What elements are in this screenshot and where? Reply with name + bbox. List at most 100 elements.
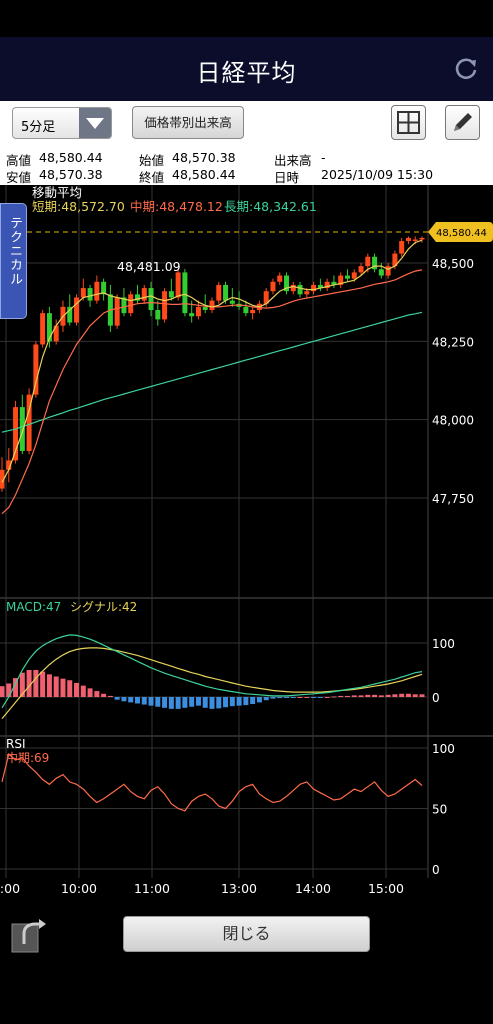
price-chart[interactable]: 48,500 48,250 48,000 47,750 9:00 10:00 11:00 13… <box>0 185 493 898</box>
macd-label: MACD:47 <box>6 600 61 614</box>
rsi-panel <box>0 747 428 870</box>
candle-body <box>324 281 330 289</box>
candle-body <box>46 313 52 342</box>
candle-body <box>338 275 344 285</box>
page-title: 日経平均 <box>196 59 297 87</box>
macd-histogram-bar <box>223 697 229 708</box>
candle-body <box>195 306 201 317</box>
candle-body <box>378 269 384 276</box>
candle-body <box>229 300 235 304</box>
macd-histogram-bar <box>67 680 73 697</box>
signal-line <box>1 647 423 719</box>
volume-label: 出来高 <box>274 153 312 168</box>
chevron-down-icon <box>86 118 104 129</box>
refresh-icon[interactable] <box>453 55 479 81</box>
rsi-line <box>1 752 423 812</box>
time-tick-label: 10:00 <box>61 881 97 896</box>
rsi-tick-label: 100 <box>432 742 455 756</box>
candle-body <box>419 237 425 240</box>
macd-histogram-bar <box>101 693 107 697</box>
datetime-label: 日時 <box>274 170 300 185</box>
candle-body <box>182 272 188 314</box>
macd-histogram-bar <box>372 694 378 697</box>
macd-histogram-bar <box>270 697 276 699</box>
ma-short-line <box>1 239 423 483</box>
current-price-value: 48,580.44 <box>436 228 487 239</box>
candle-body <box>412 239 418 242</box>
time-tick-label: 9:00 <box>0 881 20 896</box>
technical-tab-label: テクニカル <box>7 216 22 286</box>
candle-body <box>290 284 296 292</box>
candle-body <box>284 275 290 292</box>
price-tick-label: 47,750 <box>432 492 474 506</box>
candle-body <box>250 310 256 314</box>
volume-value: - <box>321 150 326 165</box>
macd-histogram-bar <box>94 691 100 697</box>
candle-body <box>304 291 310 295</box>
macd-histogram-bar <box>155 697 161 707</box>
macd-histogram-bar <box>168 697 174 709</box>
candle-body <box>344 275 350 279</box>
macd-histogram-bar <box>331 696 337 698</box>
ma-title: 移動平均 <box>32 185 82 200</box>
status-bar <box>0 0 493 37</box>
candle-body <box>6 460 12 470</box>
macd-histogram-bar <box>229 697 235 707</box>
candle-body <box>209 300 215 310</box>
macd-histogram-bar <box>26 670 32 697</box>
layout-button[interactable] <box>391 105 426 140</box>
macd-histogram-bar <box>277 697 283 699</box>
signal-label: シグナル:42 <box>70 600 137 614</box>
chart-area[interactable]: 48,500 48,250 48,000 47,750 9:00 10:00 11:00 13… <box>0 185 493 898</box>
candle-body <box>148 288 154 310</box>
rsi-mid-label: 中期:69 <box>6 750 49 765</box>
macd-histogram-bar <box>243 697 249 706</box>
low-label: 安値 <box>6 170 32 185</box>
dropdown-arrow[interactable] <box>79 108 111 138</box>
candle-body <box>101 281 107 295</box>
datetime-value: 2025/10/09 15:30 <box>321 167 434 182</box>
price-tick-label: 48,500 <box>432 257 474 271</box>
macd-histogram-bar <box>297 697 303 698</box>
time-tick-label: 11:00 <box>134 881 170 896</box>
macd-histogram-bar <box>13 678 19 697</box>
ma-short-label: 短期:48,572.70 <box>32 199 125 214</box>
candle-body <box>243 306 249 314</box>
candle-body <box>114 297 120 326</box>
app-header: 日経平均 <box>0 37 493 101</box>
close-button[interactable]: 閉じる <box>123 916 370 952</box>
candle-body <box>87 288 93 301</box>
chart-grid <box>0 185 493 878</box>
candle-body <box>263 291 269 304</box>
candle-body <box>134 294 140 301</box>
macd-histogram-bar <box>80 685 86 697</box>
pencil-icon <box>454 113 472 131</box>
macd-histogram-bar <box>121 697 127 702</box>
ma-long-label: 長期:48,342.61 <box>224 199 317 214</box>
technical-tab[interactable]: テクニカル <box>0 203 27 319</box>
rsi-title: RSI <box>6 737 26 751</box>
macd-histogram-bar <box>405 693 411 697</box>
macd-histogram-bar <box>175 697 181 709</box>
macd-histogram-bar <box>209 697 215 709</box>
macd-tick-label: 100 <box>432 637 455 651</box>
ma-mid-label: 中期:48,478.12 <box>130 199 223 214</box>
price-tick-label: 48,000 <box>432 414 474 428</box>
draw-button[interactable] <box>445 105 480 140</box>
candle-body <box>311 284 317 292</box>
candle-body <box>67 306 73 323</box>
macd-histogram-bar <box>6 683 12 697</box>
candle-body <box>141 288 147 301</box>
rsi-tick-label: 0 <box>432 863 440 877</box>
grid-icon <box>397 111 420 134</box>
macd-histogram-bar <box>419 694 425 697</box>
axis-labels: 48,500 48,250 48,000 47,750 9:00 10:00 11:00 13… <box>0 257 474 896</box>
close-label: 終値 <box>139 170 165 185</box>
ma-long-line <box>1 311 423 433</box>
macd-histogram-bar <box>114 697 120 700</box>
candlesticks <box>0 236 425 492</box>
macd-histogram-bar <box>392 694 398 697</box>
timeframe-select[interactable]: 5分足 <box>12 107 112 139</box>
back-icon[interactable] <box>10 916 48 954</box>
volume-profile-button[interactable]: 価格帯別出来高 <box>132 106 244 139</box>
